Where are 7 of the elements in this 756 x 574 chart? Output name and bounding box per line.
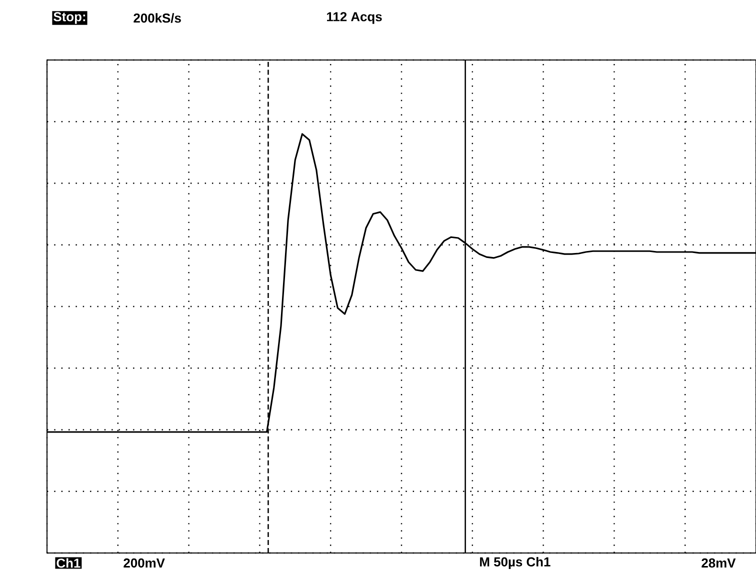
text: Ch1	[56, 558, 80, 568]
text: 112 Acqs	[327, 12, 382, 24]
text: Stop:	[54, 12, 86, 24]
text: M 50µs Ch1	[480, 556, 550, 570]
text: 200mV	[124, 558, 165, 568]
text: 200kS/s	[134, 13, 181, 23]
text: 28mV	[702, 558, 736, 568]
